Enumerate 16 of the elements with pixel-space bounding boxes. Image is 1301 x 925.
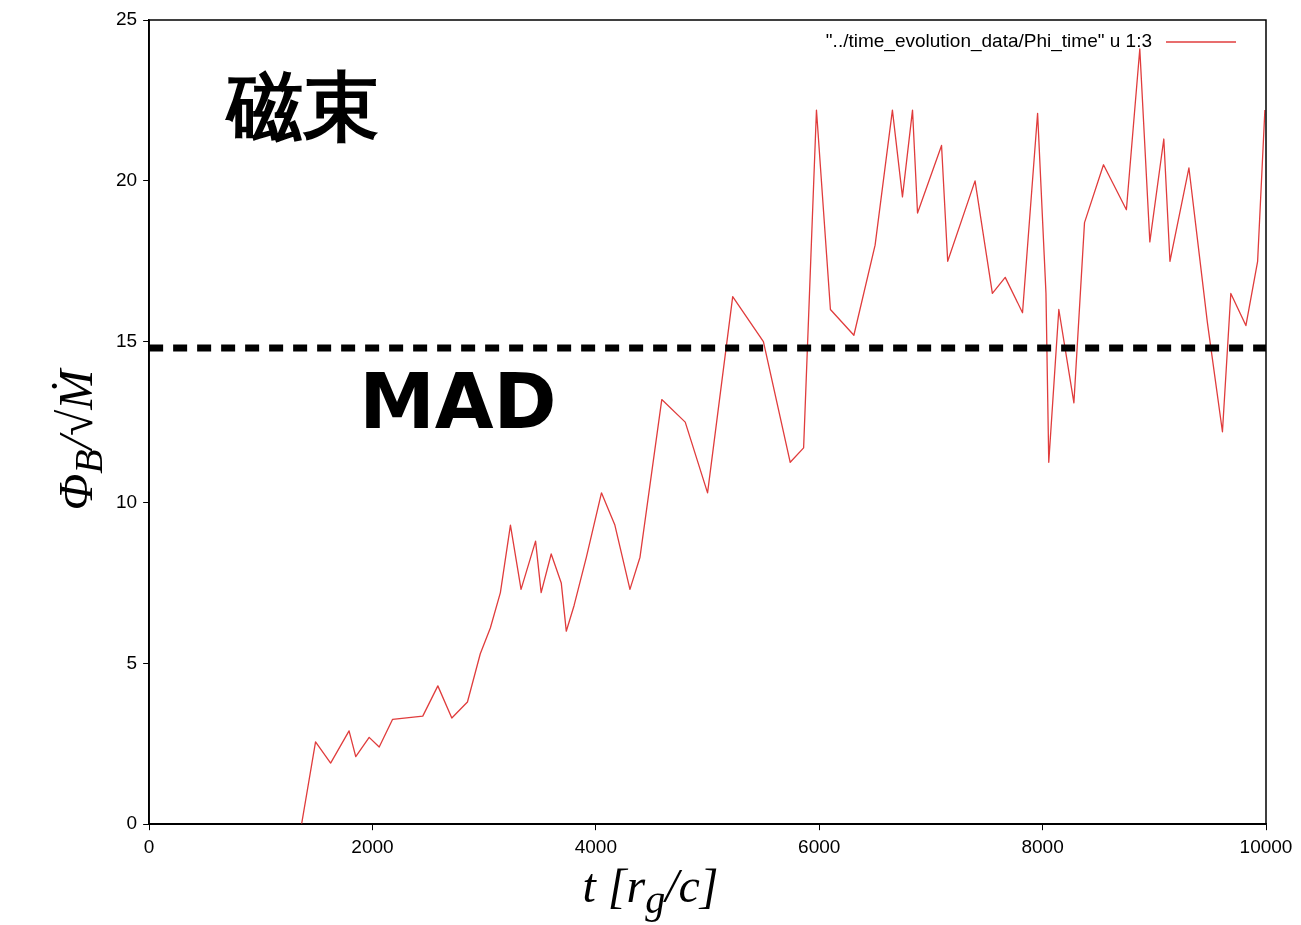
y-tick-label: 0 [126,812,138,834]
x-tick-label: 6000 [798,835,841,857]
x-axis-title: t [r$_{g}$/c] [581,858,720,923]
x-tick-label: 0 [143,835,155,857]
x-tick-label: 4000 [574,835,618,857]
y-tick-label: 20 [115,169,138,191]
y-tick-label: 10 [115,490,138,512]
legend-label: "../time_evolution_data/Phi_time" u 1:3 [825,30,1153,53]
x-tick-label: 2000 [351,835,394,857]
y-tick-label: 5 [126,651,138,673]
y-tick-label: 15 [115,329,138,351]
x-tick-label: 8000 [1021,835,1064,857]
ref-line-label: MAD [359,356,557,446]
y-tick-label: 25 [115,8,138,30]
x-tick-label: 10000 [1239,835,1293,857]
annotation: 磁束 [224,61,380,151]
